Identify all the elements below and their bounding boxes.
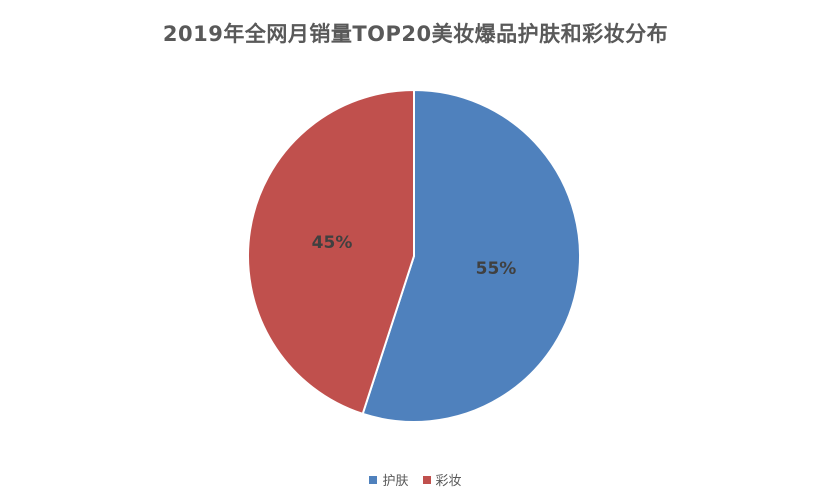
data-label-skincare: 55%: [476, 259, 517, 279]
legend-item-skincare: 护肤: [369, 470, 409, 489]
pie-slice-makeup: [247, 88, 415, 416]
legend-label-makeup: 彩妆: [435, 474, 462, 489]
data-label-makeup: 45%: [312, 233, 353, 253]
legend-swatch-makeup: [422, 475, 431, 484]
legend: 护肤 彩妆: [0, 470, 831, 489]
legend-label-skincare: 护肤: [382, 474, 409, 489]
pie-slice-skincare: [361, 88, 581, 423]
legend-item-makeup: 彩妆: [422, 470, 462, 489]
chart-title: 2019年全网月销量TOP20美妆爆品护肤和彩妆分布: [162, 22, 669, 46]
legend-swatch-skincare: [369, 475, 378, 484]
